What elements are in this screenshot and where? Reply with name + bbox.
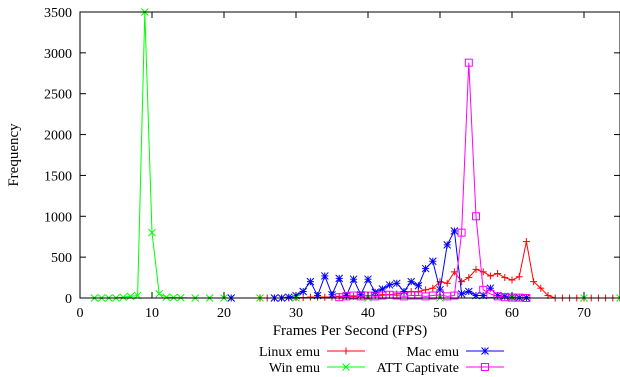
y-axis-label: Frequency bbox=[6, 123, 22, 187]
data-point-plus bbox=[486, 272, 494, 280]
data-point-plus bbox=[422, 286, 430, 294]
data-point-x bbox=[126, 292, 135, 301]
y-tick-label: 3000 bbox=[44, 47, 72, 62]
data-point-plus bbox=[537, 284, 545, 292]
legend-item-att-captivate: ATT Captivate bbox=[376, 361, 504, 376]
data-point-star bbox=[428, 257, 437, 266]
data-point-star bbox=[306, 277, 315, 286]
legend: Linux emu Mac emu Win emu ATT Captivate bbox=[259, 345, 504, 376]
y-tick-label: 500 bbox=[51, 251, 72, 266]
legend-label: Mac emu bbox=[407, 345, 459, 360]
ticks-layer: 0 10 20 30 40 50 60 70 0 500 1000 1500 2000 2500 3000 3… bbox=[44, 6, 620, 321]
data-point-star bbox=[392, 279, 401, 288]
data-point-star bbox=[378, 285, 387, 293]
data-point-plus bbox=[443, 279, 451, 287]
series-win-emu bbox=[90, 8, 620, 302]
y-tick-label: 2500 bbox=[44, 88, 72, 103]
x-axis-label: Frames Per Second (FPS) bbox=[273, 323, 428, 339]
data-point-plus bbox=[429, 284, 437, 292]
data-point-x bbox=[342, 363, 350, 371]
data-point-plus bbox=[321, 293, 329, 301]
data-point-square bbox=[479, 285, 488, 294]
data-point-star bbox=[284, 293, 293, 302]
data-point-star bbox=[299, 287, 308, 296]
data-point-plus bbox=[494, 269, 502, 277]
data-point-star bbox=[349, 275, 358, 284]
y-tick-label: 0 bbox=[65, 292, 72, 307]
data-point-x bbox=[162, 293, 171, 302]
x-tick-label: 20 bbox=[217, 306, 231, 321]
y-tick-label: 1000 bbox=[44, 210, 72, 225]
x-tick-label: 40 bbox=[361, 306, 375, 321]
data-point-star bbox=[450, 227, 459, 235]
data-point-square bbox=[481, 363, 489, 371]
series-layer bbox=[90, 8, 620, 302]
x-tick-label: 70 bbox=[577, 306, 591, 321]
data-point-star bbox=[364, 275, 372, 284]
data-point-star bbox=[385, 281, 394, 289]
data-point-star bbox=[335, 274, 344, 283]
data-point-star bbox=[421, 264, 430, 273]
data-point-star bbox=[400, 287, 408, 296]
data-point-plus bbox=[501, 274, 509, 282]
data-point-star bbox=[464, 287, 473, 296]
data-point-plus bbox=[306, 293, 314, 301]
series-line bbox=[339, 62, 527, 299]
data-point-plus bbox=[342, 347, 350, 355]
data-point-star bbox=[320, 272, 329, 280]
data-point-star bbox=[414, 281, 423, 290]
data-point-star bbox=[407, 277, 416, 286]
data-point-star bbox=[481, 347, 489, 355]
y-tick-label: 3500 bbox=[44, 6, 72, 21]
data-point-square bbox=[457, 228, 466, 237]
series-line bbox=[231, 229, 527, 299]
x-tick-label: 10 bbox=[145, 306, 159, 321]
data-point-plus bbox=[522, 238, 530, 246]
data-point-plus bbox=[508, 276, 516, 284]
data-point-square bbox=[450, 291, 459, 300]
data-point-square bbox=[472, 212, 480, 221]
legend-item-mac-emu: Mac emu bbox=[407, 345, 504, 360]
data-point-star bbox=[443, 241, 452, 249]
data-point-star bbox=[371, 288, 380, 297]
data-point-square bbox=[464, 58, 473, 67]
y-tick-label: 2000 bbox=[44, 129, 72, 144]
x-tick-label: 0 bbox=[77, 306, 84, 321]
data-point-x bbox=[148, 228, 156, 237]
data-point-x bbox=[155, 290, 164, 298]
data-point-plus bbox=[393, 290, 401, 298]
data-point-plus bbox=[472, 265, 480, 273]
data-point-plus bbox=[479, 268, 487, 276]
data-point-plus bbox=[515, 273, 523, 281]
data-point-x bbox=[119, 293, 128, 302]
data-point-plus bbox=[465, 274, 473, 282]
legend-label: ATT Captivate bbox=[376, 361, 459, 376]
legend-item-win-emu: Win emu bbox=[269, 361, 365, 376]
data-point-star bbox=[356, 290, 365, 299]
legend-label: Win emu bbox=[269, 361, 320, 376]
data-point-plus bbox=[407, 287, 415, 295]
data-point-star bbox=[457, 290, 466, 298]
y-tick-label: 1500 bbox=[44, 169, 72, 184]
x-tick-label: 50 bbox=[433, 306, 447, 321]
series-line bbox=[94, 11, 620, 299]
data-point-x bbox=[616, 294, 620, 302]
data-point-plus bbox=[458, 278, 466, 286]
data-point-plus bbox=[530, 278, 538, 286]
legend-item-linux-emu: Linux emu bbox=[259, 345, 365, 360]
legend-label: Linux emu bbox=[259, 345, 320, 360]
data-point-star bbox=[436, 285, 444, 294]
x-tick-label: 30 bbox=[289, 306, 303, 321]
x-tick-label: 60 bbox=[505, 306, 519, 321]
data-point-star bbox=[328, 290, 336, 299]
series-att-captivate bbox=[335, 58, 531, 302]
plot-frame bbox=[79, 11, 620, 299]
